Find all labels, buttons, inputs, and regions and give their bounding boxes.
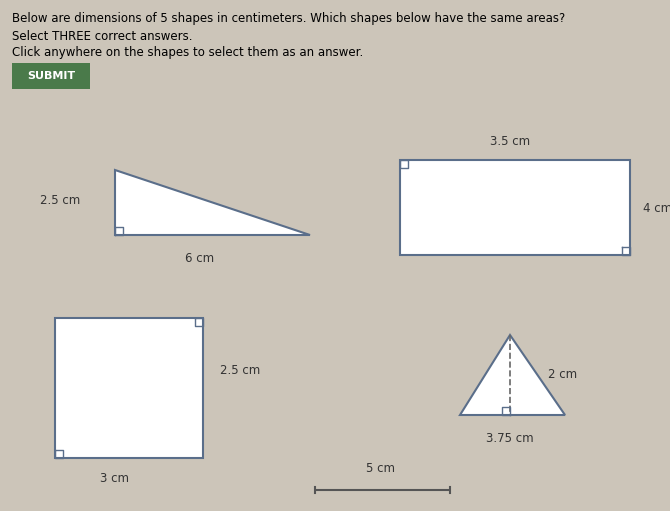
Text: 2.5 cm: 2.5 cm [40, 194, 80, 206]
Polygon shape [460, 335, 565, 415]
Text: SUBMIT: SUBMIT [27, 71, 75, 81]
Text: 4 cm: 4 cm [643, 201, 670, 215]
Text: Below are dimensions of 5 shapes in centimeters. Which shapes below have the sam: Below are dimensions of 5 shapes in cent… [12, 12, 565, 25]
Text: 2.5 cm: 2.5 cm [220, 363, 260, 377]
Bar [55, 318, 203, 458]
Text: 5 cm: 5 cm [366, 462, 395, 475]
Text: Click anywhere on the shapes to select them as an answer.: Click anywhere on the shapes to select t… [12, 46, 363, 59]
Text: 6 cm: 6 cm [186, 252, 214, 265]
Text: Select THREE correct answers.: Select THREE correct answers. [12, 30, 192, 43]
FancyBboxPatch shape [12, 63, 90, 89]
Text: 3 cm: 3 cm [100, 472, 129, 485]
Bar [400, 160, 630, 255]
Text: 2 cm: 2 cm [548, 368, 577, 382]
Text: 3.5 cm: 3.5 cm [490, 135, 530, 148]
Text: 3.75 cm: 3.75 cm [486, 432, 534, 445]
Polygon shape [115, 170, 310, 235]
